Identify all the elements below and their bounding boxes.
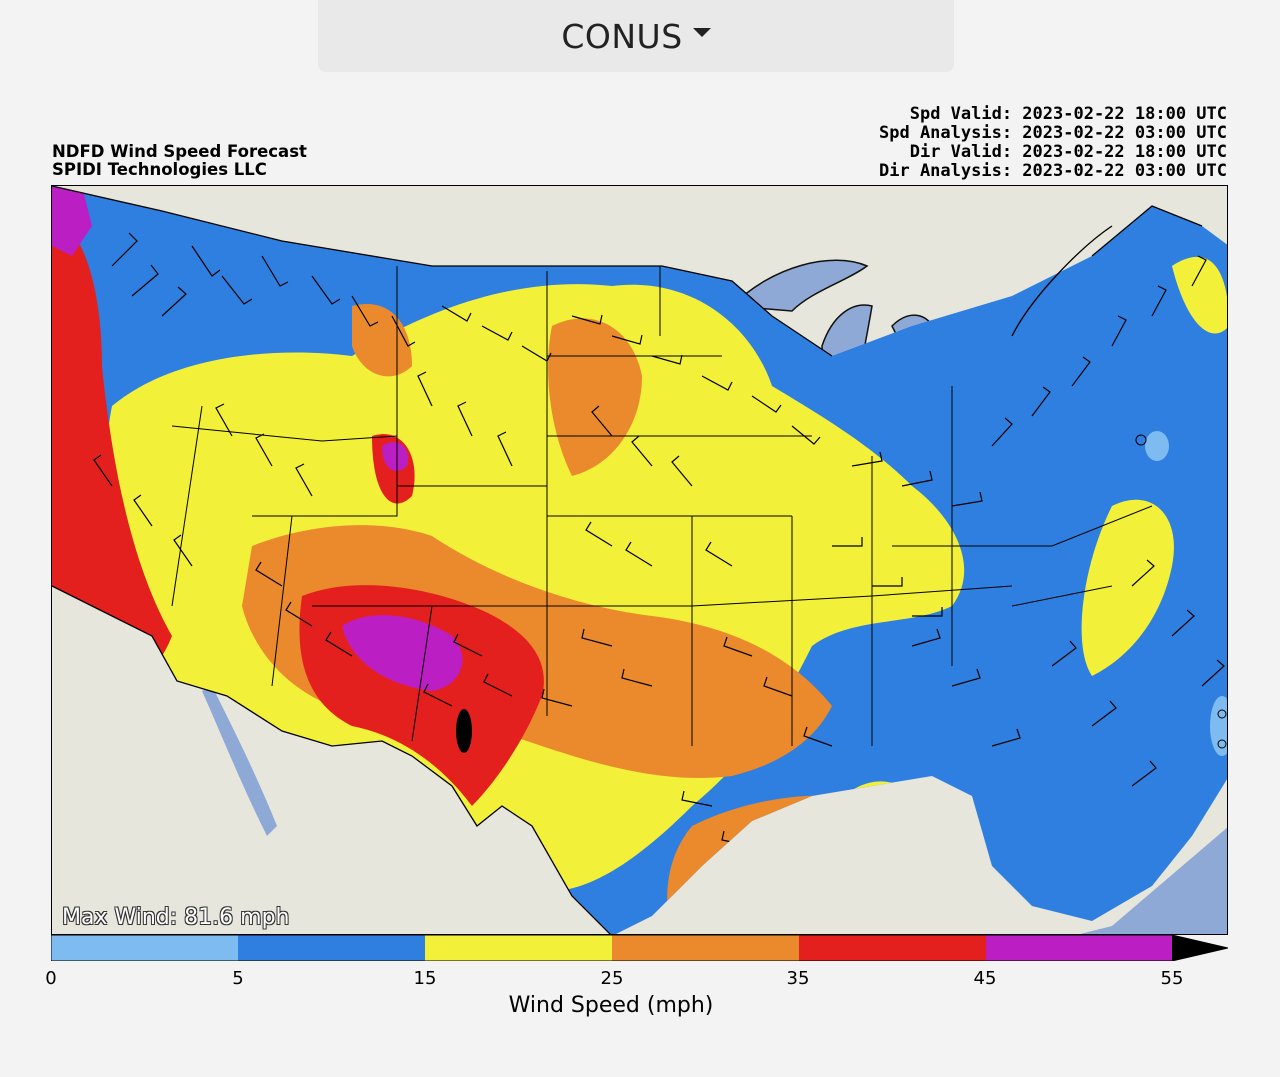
- map-source: SPIDI Technologies LLC: [52, 160, 267, 179]
- colorbar-bin-2: [425, 935, 612, 961]
- colorbar: [50, 934, 1229, 962]
- colorbar-outline: [50, 934, 1229, 962]
- wind-speed-field: [52, 186, 1227, 934]
- political-boundaries: [52, 186, 1203, 934]
- map-header-left: NDFD Wind Speed Forecast SPIDI Technolog…: [52, 143, 307, 179]
- colorbar-tick-0: 0: [45, 968, 57, 989]
- spd-valid: Spd Valid: 2023-02-22 18:00 UTC: [909, 104, 1227, 124]
- colorbar-tick-25: 25: [600, 968, 624, 989]
- colorbar-bin-1: [238, 935, 425, 961]
- colorbar-bin-5: [986, 935, 1172, 961]
- colorbar-axis-label: Wind Speed (mph): [508, 993, 714, 1018]
- map-header-right: Spd Valid: 2023-02-22 18:00 UTC Spd Anal…: [879, 105, 1227, 181]
- wind-barbs: [91, 232, 1225, 887]
- region-dropdown[interactable]: CONUS: [318, 0, 954, 72]
- colorbar-bin-3: [612, 935, 799, 961]
- region-dropdown-label: CONUS: [561, 16, 683, 56]
- max-wind-label: Max Wind: 81.6 mph: [62, 905, 290, 930]
- colorbar-bin-0: [51, 935, 238, 961]
- gulf-of-california: [202, 686, 277, 836]
- dir-valid: Dir Valid: 2023-02-22 18:00 UTC: [909, 142, 1227, 162]
- colorbar-tick-15: 15: [413, 968, 437, 989]
- state-lines: [171, 266, 1153, 746]
- colorbar-overflow-arrow: [1172, 935, 1228, 961]
- colorbar-tick-55: 55: [1160, 968, 1184, 989]
- ocean-southeast: [1080, 827, 1227, 934]
- colorbar-tick-5: 5: [232, 968, 244, 989]
- colorbar-tick-45: 45: [973, 968, 997, 989]
- dir-analysis: Dir Analysis: 2023-02-22 03:00 UTC: [879, 161, 1227, 181]
- colorbar-tick-35: 35: [786, 968, 810, 989]
- spd-analysis: Spd Analysis: 2023-02-22 03:00 UTC: [879, 123, 1227, 143]
- caret-down-icon: [692, 27, 711, 37]
- colorbar-bin-4: [799, 935, 986, 961]
- wind-speed-map[interactable]: [51, 185, 1228, 935]
- small-lakes: [1135, 434, 1227, 749]
- map-title: NDFD Wind Speed Forecast: [52, 142, 307, 161]
